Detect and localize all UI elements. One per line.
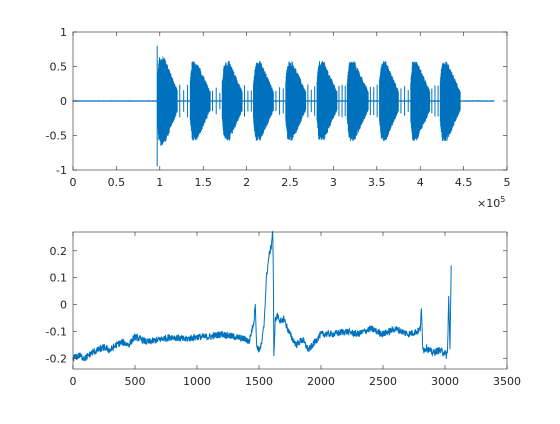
x-tick-label: 3500 (493, 375, 521, 388)
x-tick-label: 3.5 (368, 176, 386, 189)
x-tick-label: 1 (156, 176, 163, 189)
y-tick-label: 1 (60, 26, 67, 39)
x-tick-label: 4 (417, 176, 424, 189)
x-tick-label: 2000 (307, 375, 335, 388)
y-tick-label: -0.1 (46, 325, 67, 338)
x-tick-label: 4.5 (455, 176, 473, 189)
x-tick-label: 0.5 (108, 176, 126, 189)
axes-top-y-ticks: -1 -0.5 0 0.5 1 (46, 26, 507, 177)
x-tick-label: 1000 (183, 375, 211, 388)
axes-bottom-series-line (72, 230, 452, 362)
axes-top-x-ticks: 0 0.5 1 1.5 2 2.5 3 3.5 4 4.5 5 (70, 32, 511, 189)
axes-bottom-y-ticks: -0.2 -0.1 0 0.1 0.2 (46, 245, 507, 365)
axes-bottom-box (72, 231, 508, 370)
y-tick-label: -0.5 (46, 130, 67, 143)
x-tick-label: 500 (125, 375, 146, 388)
x-tick-label: 1500 (245, 375, 273, 388)
y-tick-label: 0.5 (50, 61, 68, 74)
axes-bottom: 0 500 1000 1500 2000 2500 3000 3500 -0.2 -0.1 0 0.… (46, 230, 521, 388)
x-tick-label: 2500 (369, 375, 397, 388)
axes-bottom-background (73, 232, 507, 369)
x-tick-label: 5 (504, 176, 511, 189)
y-tick-label: 0.2 (50, 245, 68, 258)
y-tick-label: -0.2 (46, 352, 67, 365)
axes-top-x-exponent: ×105 (477, 195, 505, 210)
y-tick-label: 0 (60, 95, 67, 108)
x-tick-label: 2 (243, 176, 250, 189)
axes-top: 0 0.5 1 1.5 2 2.5 3 3.5 4 4.5 5 -1 -0.5 0 0.5 1 ×105 (46, 26, 511, 210)
x-tick-label: 3000 (431, 375, 459, 388)
y-tick-label: -1 (56, 164, 67, 177)
x-tick-label: 2.5 (281, 176, 299, 189)
x-tick-label: 0 (70, 375, 77, 388)
x-tick-label: 0 (70, 176, 77, 189)
axes-bottom-x-ticks: 0 500 1000 1500 2000 2500 3000 3500 (70, 232, 521, 388)
y-tick-label: 0 (60, 299, 67, 312)
x-tick-label: 1.5 (194, 176, 212, 189)
y-tick-label: 0.1 (50, 272, 68, 285)
x-tick-label: 3 (330, 176, 337, 189)
